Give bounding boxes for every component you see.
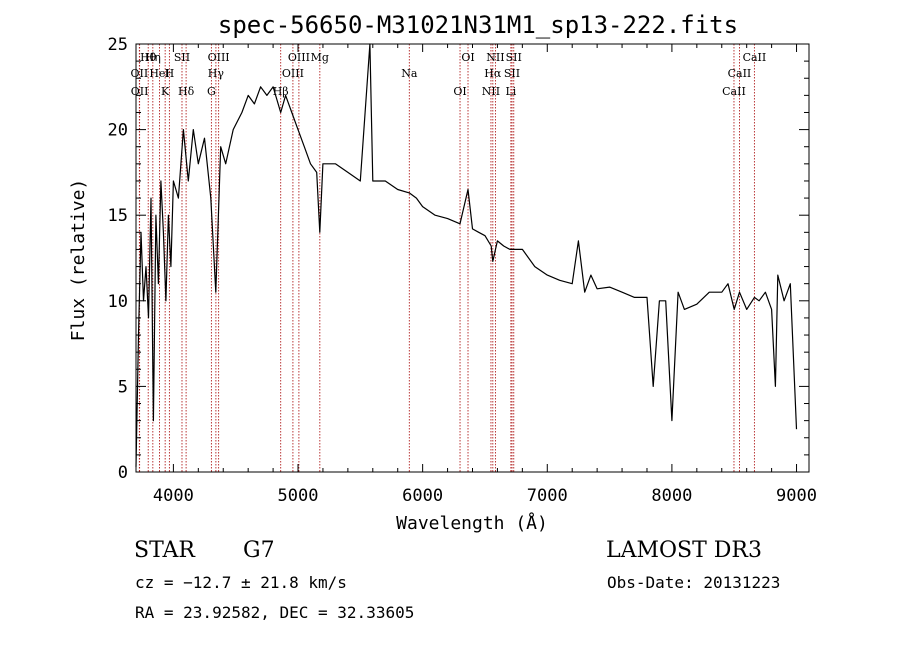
line-label-10: Hγ [208, 67, 225, 80]
line-label-14: Hβ [273, 85, 289, 98]
x-tick-label: 6000 [402, 486, 443, 506]
line-label-5: K [161, 85, 170, 98]
object-class: STAR [134, 538, 195, 563]
x-tick-label: 4000 [153, 486, 194, 506]
x-tick-label: 9000 [776, 486, 817, 506]
line-label-1: OII [131, 67, 149, 80]
line-label-27: CaII [743, 51, 767, 64]
y-tick-label: 10 [108, 292, 128, 312]
survey-label: LAMOST DR3 [606, 538, 762, 563]
line-label-16: Na [401, 67, 418, 80]
line-label-7: H [165, 67, 175, 80]
line-label-8: Hδ [178, 85, 195, 98]
line-label-23: Li [505, 85, 516, 98]
plot-frame [135, 43, 810, 473]
line-label-11: G [207, 85, 216, 98]
line-label-18: OI [461, 51, 474, 64]
y-axis-label: Flux (relative) [68, 179, 89, 342]
chart-title: spec-56650-M31021N31M1_sp13-222.fits [218, 11, 738, 39]
x-tick-label: 7000 [527, 486, 568, 506]
y-tick-label: 20 [108, 121, 128, 141]
y-tick-label: 25 [108, 35, 128, 55]
x-tick-label: 5000 [278, 486, 319, 506]
coordinates-text: RA = 23.92582, DEC = 32.33605 [135, 603, 415, 622]
redshift-text: cz = −12.7 ± 21.8 km/s [135, 573, 347, 592]
y-tick-label: 15 [108, 206, 128, 226]
line-label-22: SII [504, 67, 520, 80]
line-label-26: CaII [722, 85, 746, 98]
line-label-9: OIII [208, 51, 230, 64]
axis-ticks [136, 43, 809, 473]
line-label-19: Hα [484, 67, 502, 80]
spectrum-series-line [135, 43, 798, 467]
line-label-0: Hθ [140, 51, 157, 64]
object-subclass: G7 [243, 538, 275, 563]
line-label-4: HeI [149, 67, 169, 80]
x-axis-label: Wavelength (Å) [396, 512, 548, 534]
y-tick-label: 0 [118, 463, 128, 483]
line-label-2: OII [131, 85, 149, 98]
line-label-3: Hη [145, 51, 161, 64]
spectral-line-markers [138, 44, 755, 472]
obs-date-text: Obs-Date: 20131223 [607, 573, 781, 592]
line-label-17: OI [453, 85, 466, 98]
line-label-12: OIII [288, 51, 310, 64]
line-label-15: Mg [311, 51, 329, 64]
line-label-20: NII [482, 85, 500, 98]
line-label-25: CaII [728, 67, 752, 80]
axis-tick-labels: 4000 5000 6000 7000 8000 9000 0 5 10 15 20 25 [108, 35, 817, 506]
spectral-line-labels: Hθ OII OII Hη HeI K SII HHδ OIII Hγ G OIII OIII Hβ Mg N… [131, 51, 767, 98]
line-label-13: OIII [282, 67, 304, 80]
line-label-21: NII [486, 51, 504, 64]
line-label-24: SII [506, 51, 522, 64]
y-tick-label: 5 [118, 377, 128, 397]
x-tick-label: 8000 [651, 486, 692, 506]
line-label-6: SII [174, 51, 190, 64]
